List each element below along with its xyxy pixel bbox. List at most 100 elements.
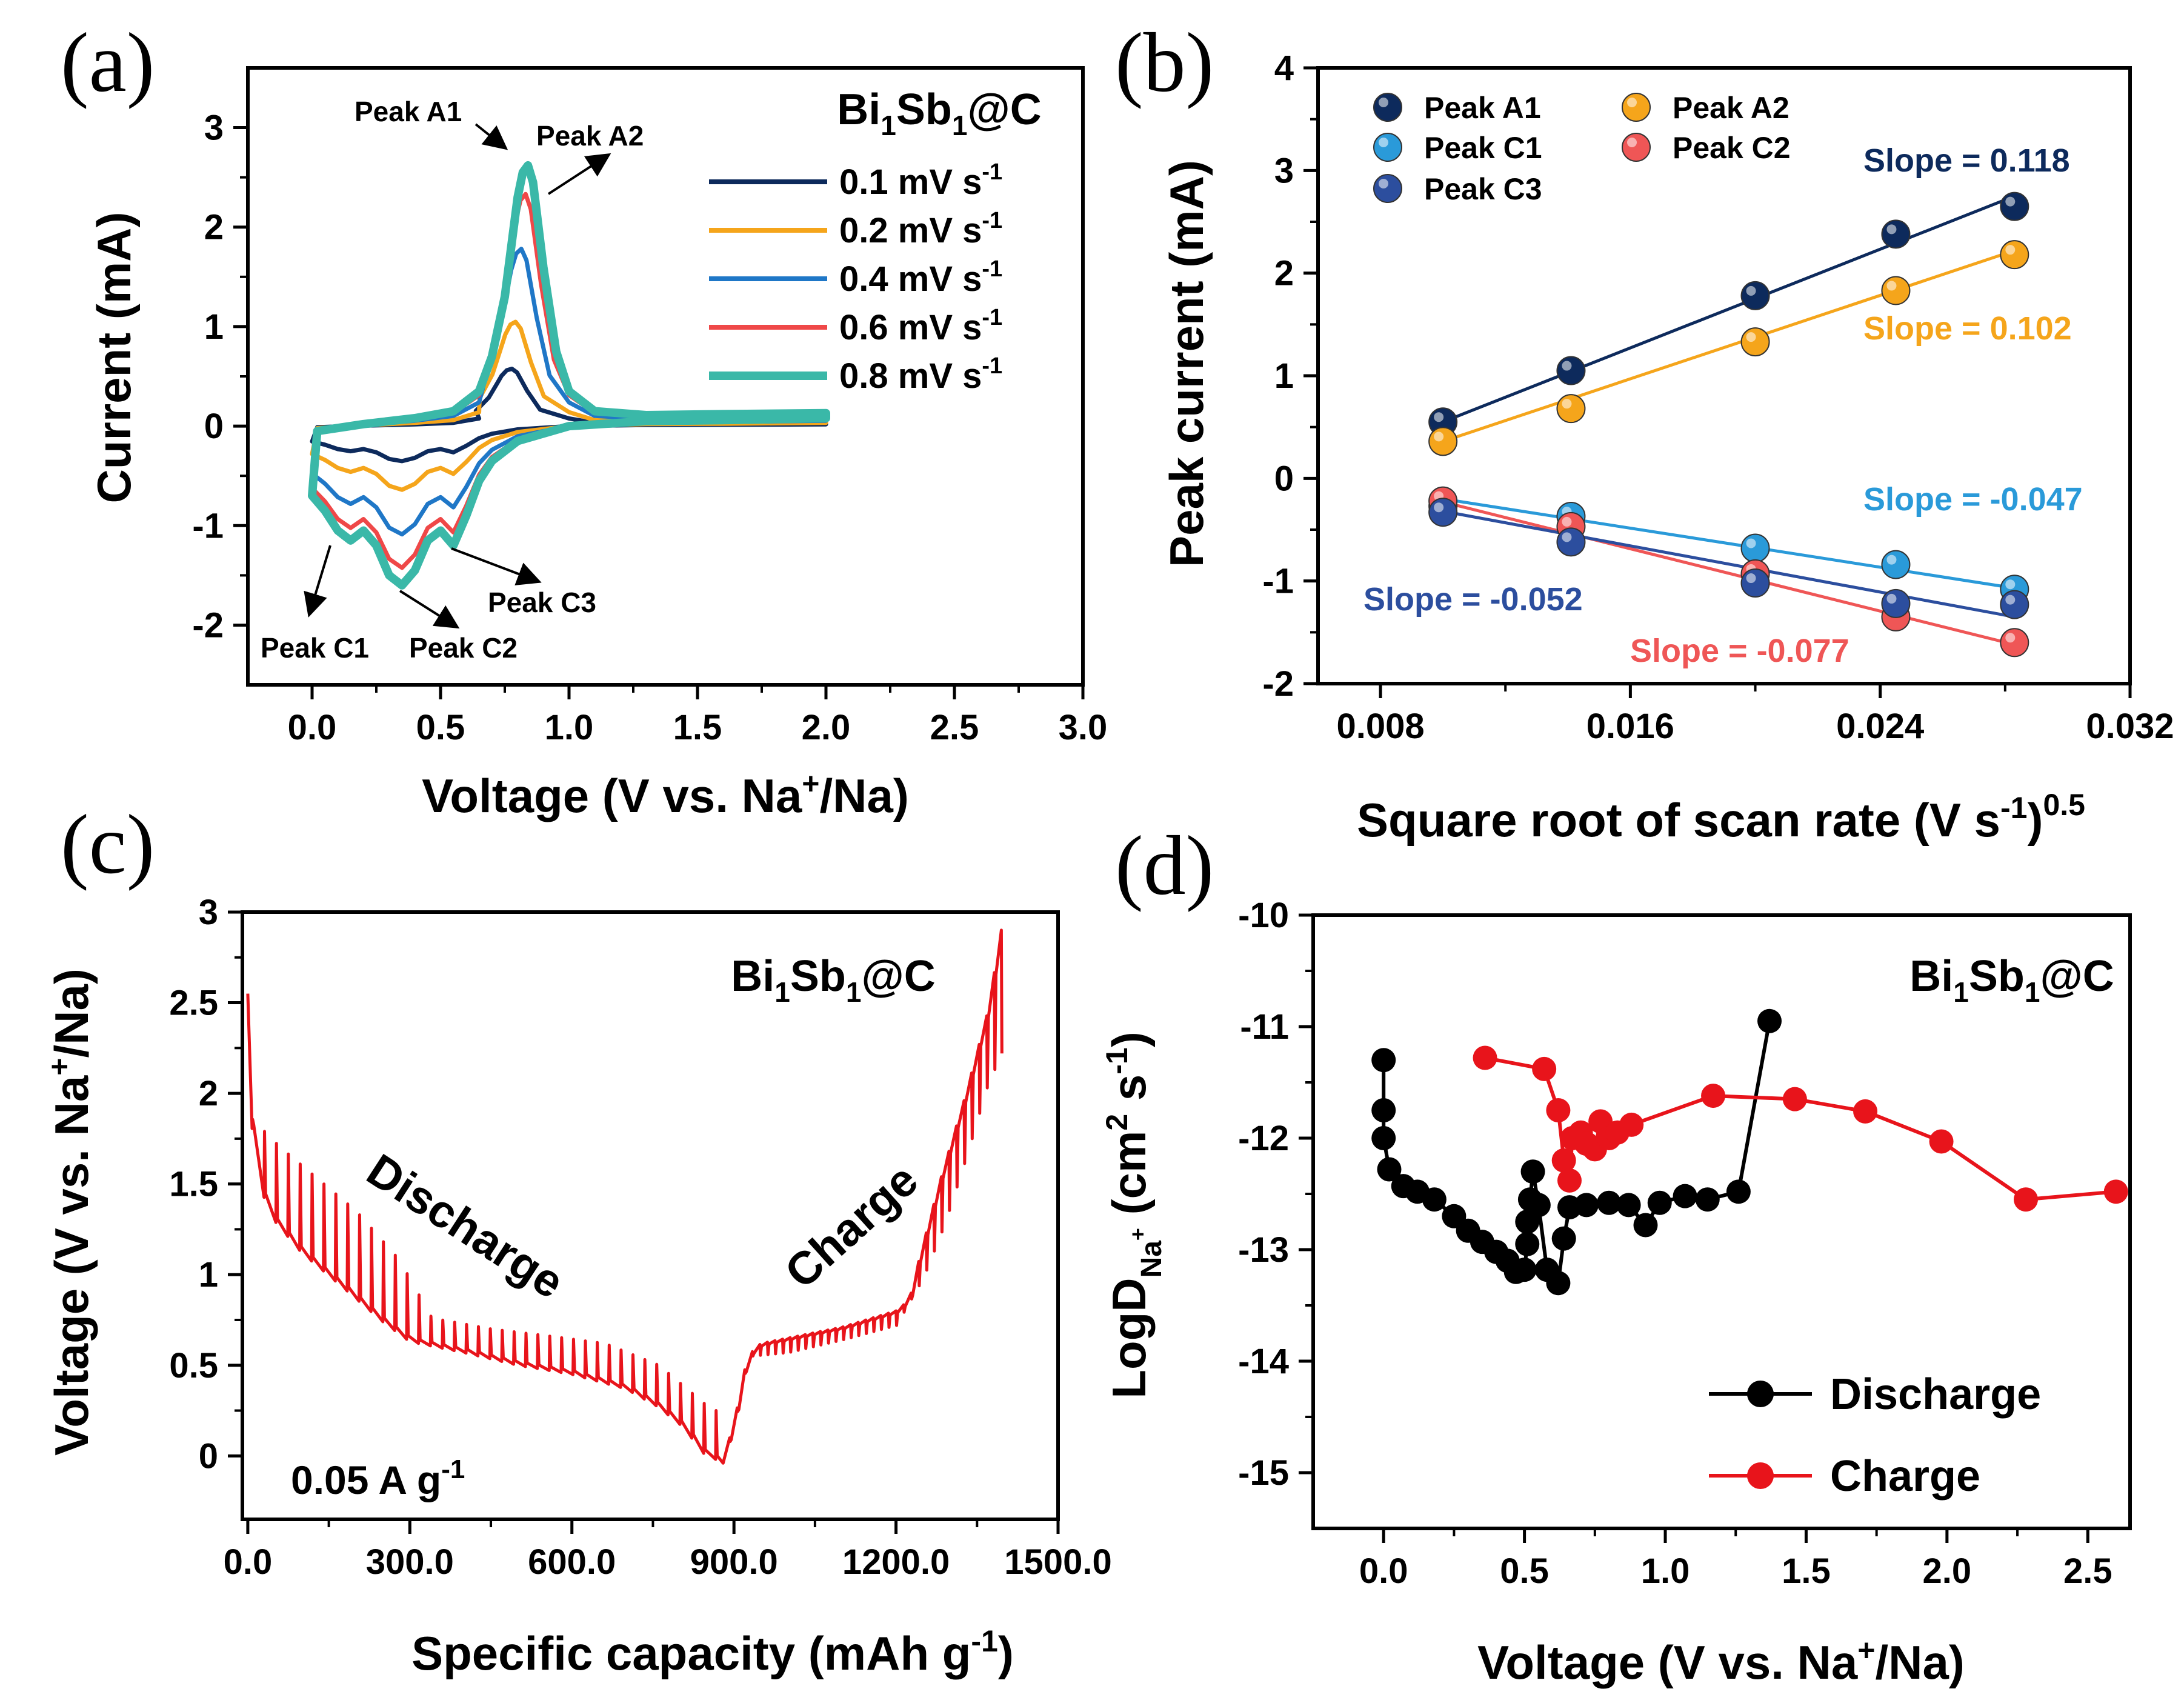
cv-curve-0.2 bbox=[310, 319, 828, 492]
panel-a-y-tick-label: 0 bbox=[204, 407, 224, 446]
fit-line-peak-a2 bbox=[1442, 249, 2016, 443]
panel-a-curves bbox=[308, 161, 830, 590]
point-highlight bbox=[2005, 633, 2016, 643]
panel-c: (c) 0.0 300.0 600.0 900.0 1200.0 1500.0 0 0.5 1 1… bbox=[42, 798, 1112, 1680]
charge-point bbox=[1782, 1087, 1807, 1111]
panel-a-y-tick-label: -2 bbox=[192, 605, 224, 645]
point-highlight bbox=[2005, 245, 2016, 255]
slope-c3-label: Slope = -0.052 bbox=[1363, 581, 1583, 618]
charge-point bbox=[2103, 1179, 2128, 1204]
point-highlight bbox=[1562, 516, 1572, 527]
panel-a-x-tick-label: 2.0 bbox=[802, 708, 851, 747]
legend-label-peak-c3: Peak C3 bbox=[1424, 172, 1542, 206]
peak-a2-label: Peak A2 bbox=[536, 120, 644, 152]
fit-line-peak-c3 bbox=[1442, 510, 2015, 619]
panel-b-x-label: Square root of scan rate (V s-1)0.5 bbox=[1357, 788, 2085, 847]
point-highlight bbox=[1886, 555, 1897, 565]
panel-d-y-tick-label: -12 bbox=[1238, 1119, 1289, 1158]
point-highlight bbox=[1434, 431, 1444, 442]
legend-marker-highlight bbox=[1379, 179, 1388, 188]
legend-marker-peak-a1 bbox=[1373, 93, 1402, 122]
panel-b-fit-lines bbox=[1442, 195, 2016, 647]
point-highlight bbox=[1562, 399, 1572, 409]
point-highlight bbox=[1746, 285, 1756, 296]
legend-label-peak-a2: Peak A2 bbox=[1673, 91, 1789, 125]
panel-d-y-tick-label: -14 bbox=[1238, 1342, 1289, 1381]
panel-a-x-tick-label: 1.0 bbox=[545, 708, 594, 747]
discharge-line bbox=[1382, 1021, 1771, 1285]
slope-c1-label: Slope = -0.047 bbox=[1863, 481, 2083, 518]
panel-b-legend: Peak A1 Peak C1 Peak C3 Peak A2 Peak C2 bbox=[1373, 91, 1791, 206]
discharge-point bbox=[1377, 1157, 1402, 1182]
discharge-point bbox=[1371, 1048, 1396, 1073]
legend-marker-peak-c2 bbox=[1622, 133, 1651, 162]
charge-point bbox=[1701, 1084, 1726, 1108]
panel-b-x-tick-label: 0.016 bbox=[1586, 707, 1674, 746]
panel-c-x-tick-label: 1500.0 bbox=[1004, 1542, 1111, 1582]
panel-c-curve bbox=[246, 928, 1004, 1465]
discharge-point bbox=[1757, 1008, 1782, 1033]
legend-marker-peak-c3 bbox=[1373, 174, 1402, 203]
point-peak-c3 bbox=[1556, 527, 1586, 557]
charge-point bbox=[1557, 1168, 1582, 1193]
discharge-point bbox=[1546, 1271, 1571, 1296]
point-peak-c3 bbox=[2000, 590, 2029, 619]
gitt-voltage-curve bbox=[246, 928, 1004, 1465]
panel-b-label: (b) bbox=[1115, 16, 1214, 110]
point-highlight bbox=[1434, 502, 1444, 513]
point-highlight bbox=[1746, 538, 1756, 548]
panel-d-y-tick-label: -11 bbox=[1240, 1007, 1289, 1047]
point-peak-a2 bbox=[1428, 427, 1458, 456]
panel-b-x-tick-label: 0.032 bbox=[2086, 707, 2174, 746]
panel-a-x-tick-label: 0.0 bbox=[288, 708, 337, 747]
panel-c-label: (c) bbox=[61, 798, 155, 891]
discharge-point bbox=[1633, 1213, 1658, 1238]
point-highlight bbox=[2005, 595, 2016, 605]
point-peak-c3 bbox=[1428, 498, 1458, 527]
panel-c-y-tick-label: 0 bbox=[199, 1436, 218, 1476]
discharge-point bbox=[1574, 1193, 1599, 1218]
panel-a-label: (a) bbox=[61, 16, 155, 110]
discharge-point bbox=[1695, 1187, 1720, 1212]
legend-label-peak-c1: Peak C1 bbox=[1424, 131, 1542, 165]
panel-c-x-tick-label: 0.0 bbox=[224, 1542, 273, 1582]
panel-d-legend: Discharge Charge bbox=[1709, 1370, 2041, 1501]
panel-d-y-label: LogDNa+ (cm2 s-1) bbox=[1100, 1031, 1168, 1398]
discharge-point bbox=[1551, 1226, 1576, 1251]
panel-b-y-tick-label: 2 bbox=[1274, 254, 1294, 293]
panel-d-x-tick-label: 0.0 bbox=[1359, 1551, 1408, 1591]
legend-marker-highlight bbox=[1627, 98, 1637, 107]
slope-a1-label: Slope = 0.118 bbox=[1863, 142, 2070, 179]
point-peak-a2 bbox=[1740, 327, 1770, 357]
panel-a-y-label: Current (mA) bbox=[87, 212, 141, 504]
panel-c-y-tick-label: 1 bbox=[199, 1255, 218, 1294]
point-peak-c3 bbox=[1740, 568, 1770, 598]
panel-b-y-tick-label: 0 bbox=[1274, 459, 1294, 498]
point-peak-c2 bbox=[2000, 628, 2029, 658]
panel-d: (d) 0.0 0.5 1.0 1.5 2.0 2.5 -15 -14 -13 -12 -11 -10… bbox=[1100, 819, 2132, 1689]
cv-curve-0.8 bbox=[308, 161, 830, 590]
discharge-point bbox=[1515, 1231, 1540, 1256]
discharge-point bbox=[1673, 1184, 1697, 1208]
current-density-label: 0.05 A g-1 bbox=[291, 1454, 465, 1502]
peak-c3-label: Peak C3 bbox=[488, 587, 596, 618]
panel-a-x-tick-label: 3.0 bbox=[1059, 708, 1108, 747]
panel-c-y-label: Voltage (V vs. Na+/Na) bbox=[42, 968, 98, 1456]
panel-b-y-tick-label: 3 bbox=[1274, 151, 1294, 190]
panel-a-ticks: 0.0 0.5 1.0 1.5 2.0 2.5 3.0 -2 -1 0 1 2 3 bbox=[192, 108, 1107, 747]
point-peak-a2 bbox=[2000, 240, 2029, 270]
cv-curve-0.4 bbox=[310, 247, 828, 537]
point-highlight bbox=[1434, 412, 1444, 422]
discharge-point bbox=[1371, 1126, 1396, 1150]
charge-point bbox=[1619, 1112, 1644, 1137]
legend-marker-discharge bbox=[1747, 1381, 1774, 1407]
panel-a-legend: 0.1 mV s-1 0.2 mV s-1 0.4 mV s-1 0.6 mV s-1… bbox=[709, 159, 1002, 396]
point-highlight bbox=[1886, 224, 1897, 235]
legend-marker-highlight bbox=[1379, 138, 1388, 147]
legend-label-peak-a1: Peak A1 bbox=[1424, 91, 1541, 125]
legend-label-0.1: 0.1 mV s-1 bbox=[839, 159, 1002, 202]
fit-line-peak-c1 bbox=[1442, 497, 2015, 590]
peak-c2-arrow bbox=[399, 590, 460, 629]
panel-d-x-tick-label: 1.0 bbox=[1641, 1551, 1690, 1591]
